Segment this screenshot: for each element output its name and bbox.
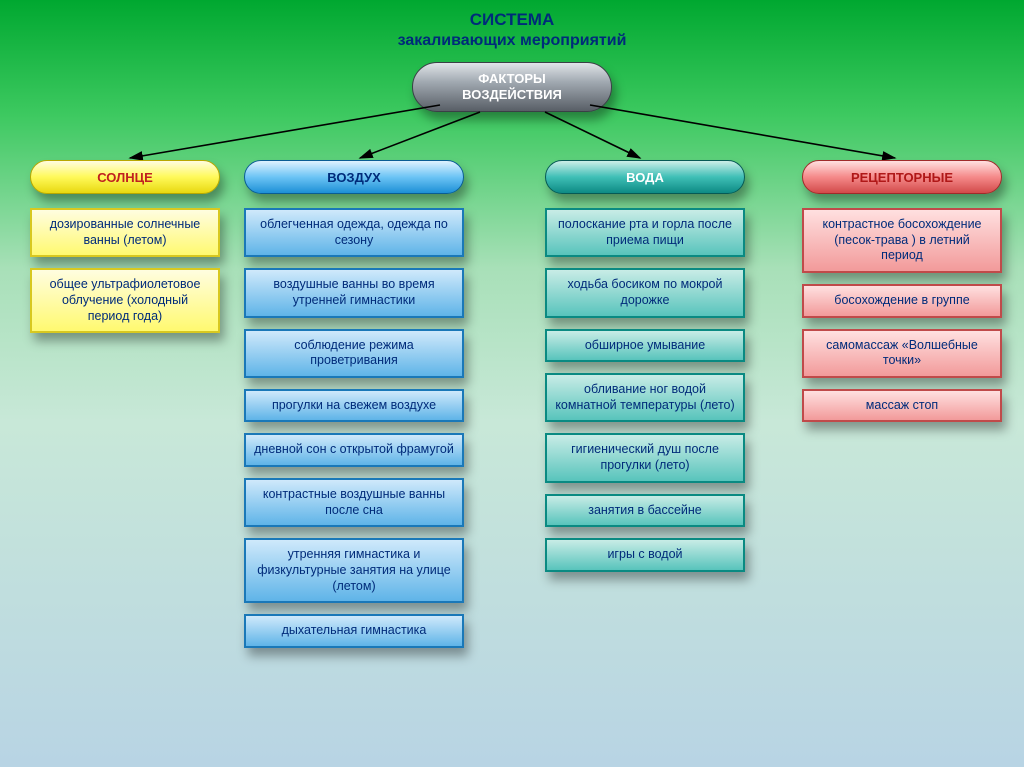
root-node-factors: ФАКТОРЫ ВОЗДЕЙСТВИЯ: [412, 62, 612, 112]
item-card: утренняя гимнастика и физкультурные заня…: [244, 538, 464, 603]
item-card: обливание ног водой комнатной температур…: [545, 373, 745, 422]
root-line-2: ВОЗДЕЙСТВИЯ: [462, 87, 562, 103]
item-card: занятия в бассейне: [545, 494, 745, 528]
column-air: облегченная одежда, одежда по сезону воз…: [244, 208, 464, 648]
item-card: ходьба босиком по мокрой дорожке: [545, 268, 745, 317]
category-header-air: ВОЗДУХ: [244, 160, 464, 194]
column-sun: дозированные солнечные ванны (летом) общ…: [30, 208, 220, 333]
column-water: полоскание рта и горла после приема пищи…: [545, 208, 745, 572]
item-card: контрастное босохождение (песок-трава ) …: [802, 208, 1002, 273]
item-card: воздушные ванны во время утренней гимнас…: [244, 268, 464, 317]
diagram-title: СИСТЕМА закаливающих мероприятий: [0, 0, 1024, 50]
item-card: облегченная одежда, одежда по сезону: [244, 208, 464, 257]
category-header-receptor: РЕЦЕПТОРНЫЕ: [802, 160, 1002, 194]
title-line-1: СИСТЕМА: [0, 10, 1024, 30]
item-card: дыхательная гимнастика: [244, 614, 464, 648]
item-card: дневной сон с открытой фрамугой: [244, 433, 464, 467]
item-card: полоскание рта и горла после приема пищи: [545, 208, 745, 257]
item-card: массаж стоп: [802, 389, 1002, 423]
category-header-sun: СОЛНЦЕ: [30, 160, 220, 194]
item-card: дозированные солнечные ванны (летом): [30, 208, 220, 257]
item-card: самомассаж «Волшебные точки»: [802, 329, 1002, 378]
item-card: босохождение в группе: [802, 284, 1002, 318]
category-header-water: ВОДА: [545, 160, 745, 194]
root-line-1: ФАКТОРЫ: [478, 71, 546, 87]
item-card: контрастные воздушные ванны после сна: [244, 478, 464, 527]
item-card: соблюдение режима проветривания: [244, 329, 464, 378]
item-card: игры с водой: [545, 538, 745, 572]
item-card: прогулки на свежем воздухе: [244, 389, 464, 423]
item-card: обширное умывание: [545, 329, 745, 363]
item-card: общее ультрафиолетовое облучение (холодн…: [30, 268, 220, 333]
column-receptor: контрастное босохождение (песок-трава ) …: [802, 208, 1002, 422]
item-card: гигиенический душ после прогулки (лето): [545, 433, 745, 482]
title-line-2: закаливающих мероприятий: [0, 32, 1024, 50]
